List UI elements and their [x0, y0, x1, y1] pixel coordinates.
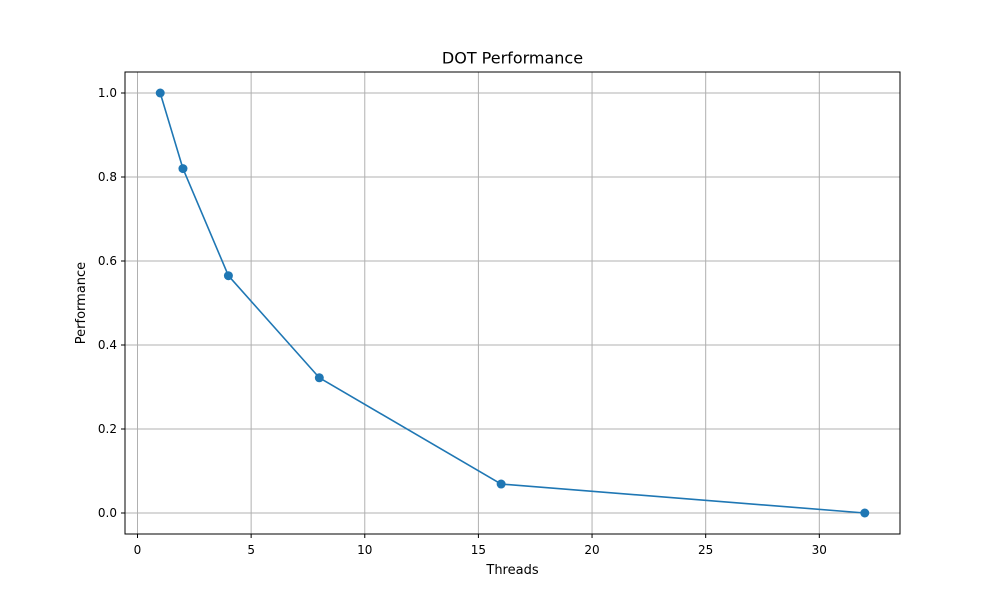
x-tick-label: 0: [134, 543, 142, 557]
y-tick-label: 0.6: [98, 254, 117, 268]
series-line: [159, 92, 865, 514]
y-tick-label: 0.0: [98, 506, 117, 520]
y-tick-label: 0.2: [98, 422, 117, 436]
x-tick-label: 10: [357, 543, 372, 557]
y-tick-label: 0.4: [98, 338, 117, 352]
data-point: [178, 164, 188, 174]
y-axis-label: Performance: [74, 262, 89, 344]
data-point: [314, 373, 324, 383]
y-tick-label: 1.0: [98, 86, 117, 100]
chart-title: DOT Performance: [442, 49, 583, 68]
x-tick-label: 25: [698, 543, 713, 557]
plot-frame: [124, 71, 901, 535]
x-tick-label: 5: [247, 543, 255, 557]
data-point: [223, 271, 233, 281]
x-tick-label: 15: [471, 543, 486, 557]
y-tick-label: 0.8: [98, 170, 117, 184]
x-axis-label: Threads: [485, 563, 538, 578]
x-tick-label: 30: [812, 543, 827, 557]
data-point: [155, 88, 165, 98]
grid: [125, 72, 900, 534]
x-tick-label: 20: [584, 543, 599, 557]
ticks: 0 5 10 15 20 25 30 0.0 0.2 0.4 0.6 0.8 1.0: [98, 86, 827, 557]
data-point: [860, 508, 870, 518]
series-layer: [155, 88, 870, 518]
data-point: [496, 479, 506, 489]
